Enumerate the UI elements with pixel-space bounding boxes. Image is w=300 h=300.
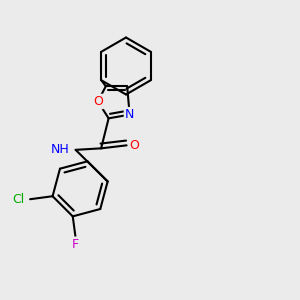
Text: Cl: Cl xyxy=(12,193,25,206)
Text: N: N xyxy=(125,108,134,121)
Text: F: F xyxy=(72,238,79,251)
Text: O: O xyxy=(129,139,139,152)
Text: NH: NH xyxy=(50,143,69,156)
Text: O: O xyxy=(93,95,103,108)
